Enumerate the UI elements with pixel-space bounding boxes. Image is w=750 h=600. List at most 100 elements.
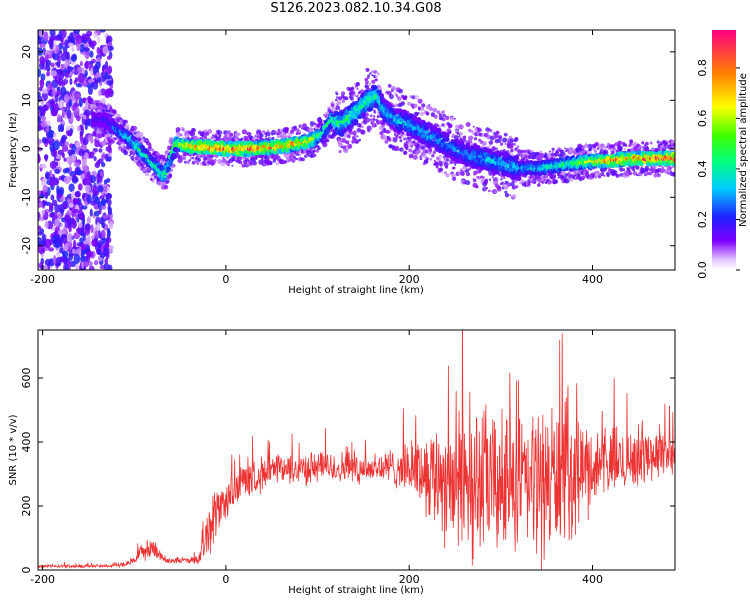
spectrogram-halo [482,176,485,179]
spectrogram-halo [417,112,420,115]
spectrogram-speckle [72,197,78,204]
spectrogram-halo [359,123,362,127]
spectrogram-halo [144,166,147,169]
spectrogram-speckle [54,168,61,174]
spectrogram-speckle [67,240,73,251]
spectrogram-halo [510,148,514,153]
spectrogram-speckle [47,129,55,138]
spectrogram-speckle [56,185,60,195]
spectrogram-halo [184,160,187,164]
spectrogram-speckle [81,39,88,44]
spectrogram-speckle [108,221,114,229]
spectrogram-speckle [40,120,47,128]
spectrogram-speckle [46,71,50,77]
spectrogram-halo [289,133,293,137]
spectrogram-halo [197,158,201,162]
spectrogram-halo [632,168,635,172]
spectrogram-halo [412,154,418,160]
spectrogram-halo [132,125,138,131]
spectrogram-speckle [80,125,84,136]
spectrogram-speckle [58,71,65,80]
spectrogram-halo [192,158,195,161]
spectrogram-speckle [105,251,110,260]
spectrogram-speckle [49,202,53,211]
spectrogram-halo [123,150,129,156]
spectrogram-speckle [96,77,102,83]
spectrogram-speckle [68,42,74,47]
spectrogram-halo [164,185,167,189]
spectrogram-halo [580,144,583,148]
spectrogram-speckle [65,168,70,174]
spectrogram-halo [391,85,396,91]
spectrogram-halo [425,157,429,161]
spectrogram-speckle [86,216,91,224]
spectrogram-halo [373,110,377,114]
spectrogram-halo [207,129,213,134]
spectrogram-speckle [77,183,83,191]
spectrogram-speckle [100,171,104,177]
spectrogram-halo [473,137,477,141]
spectrogram-speckle [64,141,69,147]
spectrogram-halo [564,147,567,150]
spectrogram-speckle [106,45,114,52]
spectrogram-halo [188,159,191,162]
spectrogram-halo [458,124,464,130]
spectrogram-speckle [43,265,48,270]
spectrogram-speckle [101,237,107,244]
spectrogram-halo [112,109,117,115]
spectrogram-speckle [91,185,99,195]
spectrogram-halo [172,164,176,168]
spectrogram-speckle [39,78,45,89]
spectrogram-halo [438,125,441,129]
spectrogram-halo [353,93,357,97]
spectrogram-speckle [104,72,109,78]
spectrogram-halo [301,157,305,162]
spectrogram-halo [369,127,372,131]
spectrogram-halo [376,72,380,76]
spectrogram-speckle [79,60,83,67]
spectrogram-halo [598,175,602,179]
spectrogram-speckle [74,191,81,198]
spectrogram-halo [227,164,230,167]
spectrogram-speckle [44,258,52,266]
spectrogram-speckle [52,87,56,98]
spectrogram-halo [622,168,626,171]
spectrogram-halo [514,137,519,142]
spectrogram-halo [491,176,494,179]
spectrogram-speckle [100,245,104,254]
spectrogram-speckle [81,261,85,269]
spectrogram-halo [431,154,435,158]
spectrogram-speckle [84,228,91,236]
spectrogram-speckle [42,185,48,193]
spectrogram-speckle [61,145,69,152]
spectrogram-speckle [78,97,83,108]
spectrogram-halo [499,142,504,146]
spectrogram-speckle [59,99,65,108]
spectrogram-speckle [57,212,63,220]
spectrogram-speckle [98,148,103,153]
spectrogram-speckle [39,262,43,270]
spectrogram-speckle [82,218,86,226]
spectrogram-halo [399,139,403,143]
spectrogram-halo [446,158,450,162]
spectrogram-halo [269,161,273,165]
spectrogram-halo [369,114,373,118]
spectrogram-halo [100,102,103,105]
spectrogram-halo [551,147,555,151]
spectrogram-speckle [101,230,106,238]
spectrogram-speckle [72,218,76,226]
spectrogram-halo [485,187,488,190]
spectrogram-speckle [101,221,106,229]
spectrogram-speckle [60,86,67,96]
spectrogram-speckle [52,235,58,244]
spectrogram-halo [408,153,414,159]
spectrogram-halo [498,135,503,140]
spectrogram-halo [603,174,606,177]
spectrogram-halo [388,94,394,100]
spectrogram-speckle [105,146,112,152]
spectrogram-halo [452,176,456,181]
spectrogram-halo [503,132,508,137]
spectrogram-speckle [46,59,52,67]
spectrogram-speckle [83,260,89,268]
